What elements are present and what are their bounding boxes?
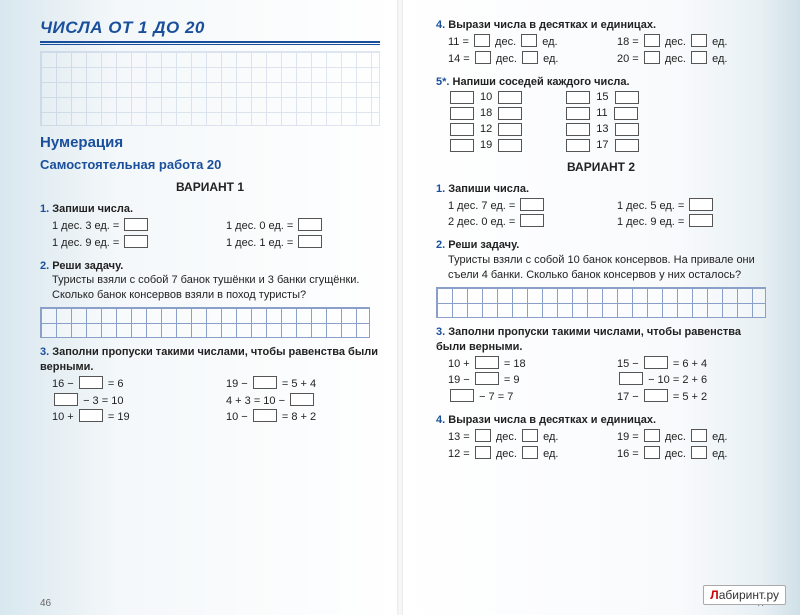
answer-box[interactable]	[615, 123, 639, 136]
answer-box[interactable]	[79, 376, 103, 389]
main-title: ЧИСЛА ОТ 1 ДО 20	[40, 18, 380, 38]
answer-box[interactable]	[498, 123, 522, 136]
answer-box[interactable]	[615, 139, 639, 152]
answer-box[interactable]	[644, 446, 660, 459]
answer-box[interactable]	[644, 356, 668, 369]
answer-box[interactable]	[644, 34, 660, 47]
answer-box[interactable]	[498, 107, 522, 120]
answer-box[interactable]	[689, 198, 713, 211]
answer-box[interactable]	[522, 446, 538, 459]
answer-box[interactable]	[522, 429, 538, 442]
left-task-1: 1. Запиши числа. 1 дес. 3 ед. = 1 дес. 9…	[40, 202, 380, 252]
left-task-3: 3. Заполни пропуски такими числами, чтоб…	[40, 345, 380, 426]
variant-2-heading: ВАРИАНТ 2	[436, 160, 766, 174]
answer-box[interactable]	[298, 218, 322, 231]
answer-box[interactable]	[566, 139, 590, 152]
answer-box[interactable]	[475, 356, 499, 369]
right-task-4b: 4. Вырази числа в десятках и единицах. 1…	[436, 413, 766, 463]
answer-box[interactable]	[290, 393, 314, 406]
neighbor-row: 10 15	[448, 90, 766, 105]
answer-box[interactable]	[691, 51, 707, 64]
answer-box[interactable]	[691, 34, 707, 47]
left-task-2: 2. Реши задачу. Туристы взяли с собой 7 …	[40, 259, 380, 339]
answer-box[interactable]	[79, 409, 103, 422]
answer-box[interactable]	[450, 91, 474, 104]
answer-box[interactable]	[522, 51, 538, 64]
answer-box[interactable]	[566, 123, 590, 136]
answer-box[interactable]	[475, 429, 491, 442]
variant-1-heading: ВАРИАНТ 1	[40, 180, 380, 194]
answer-box[interactable]	[475, 446, 491, 459]
section-title: Нумерация	[40, 134, 380, 151]
answer-box[interactable]	[475, 51, 491, 64]
title-rule	[40, 41, 380, 45]
answer-box[interactable]	[450, 107, 474, 120]
answer-box[interactable]	[521, 34, 537, 47]
answer-box[interactable]	[54, 393, 78, 406]
answer-box[interactable]	[691, 446, 707, 459]
answer-box[interactable]	[691, 429, 707, 442]
answer-box[interactable]	[520, 214, 544, 227]
answer-box[interactable]	[450, 389, 474, 402]
answer-box[interactable]	[124, 218, 148, 231]
answer-box[interactable]	[619, 372, 643, 385]
page-number-left: 46	[40, 598, 51, 609]
answer-box[interactable]	[614, 107, 638, 120]
answer-box[interactable]	[253, 409, 277, 422]
neighbor-row: 12 13	[448, 122, 766, 137]
neighbor-row: 19 17	[448, 138, 766, 153]
right-task-1: 1. Запиши числа. 1 дес. 7 ед. = 2 дес. 0…	[436, 182, 766, 232]
answer-box[interactable]	[474, 34, 490, 47]
right-task-3: 3. Заполни пропуски такими числами, чтоб…	[436, 325, 766, 406]
answer-box[interactable]	[298, 235, 322, 248]
faint-grid	[40, 51, 380, 126]
answer-box[interactable]	[498, 139, 522, 152]
neighbor-row: 18 11	[448, 106, 766, 121]
work-grid[interactable]	[40, 307, 370, 338]
answer-box[interactable]	[615, 91, 639, 104]
page-left: ЧИСЛА ОТ 1 ДО 20 Нумерация Самостоятельн…	[0, 0, 408, 615]
answer-box[interactable]	[124, 235, 148, 248]
right-task-5: 5*. Напиши соседей каждого числа. 10 15 …	[436, 75, 766, 153]
work-title: Самостоятельная работа 20	[40, 157, 380, 172]
answer-box[interactable]	[475, 372, 499, 385]
answer-box[interactable]	[644, 51, 660, 64]
answer-box[interactable]	[566, 107, 590, 120]
answer-box[interactable]	[689, 214, 713, 227]
right-task-4: 4. Вырази числа в десятках и единицах. 1…	[436, 18, 766, 68]
right-task-2: 2. Реши задачу. Туристы взяли с собой 10…	[436, 238, 766, 318]
answer-box[interactable]	[644, 429, 660, 442]
answer-box[interactable]	[498, 91, 522, 104]
work-grid[interactable]	[436, 287, 766, 318]
answer-box[interactable]	[520, 198, 544, 211]
book-spine	[397, 0, 403, 615]
answer-box[interactable]	[644, 389, 668, 402]
page-right: 4. Вырази числа в десятках и единицах. 1…	[408, 0, 800, 615]
answer-box[interactable]	[450, 123, 474, 136]
answer-box[interactable]	[253, 376, 277, 389]
watermark: Лабиринт.ру	[703, 585, 786, 605]
answer-box[interactable]	[566, 91, 590, 104]
answer-box[interactable]	[450, 139, 474, 152]
